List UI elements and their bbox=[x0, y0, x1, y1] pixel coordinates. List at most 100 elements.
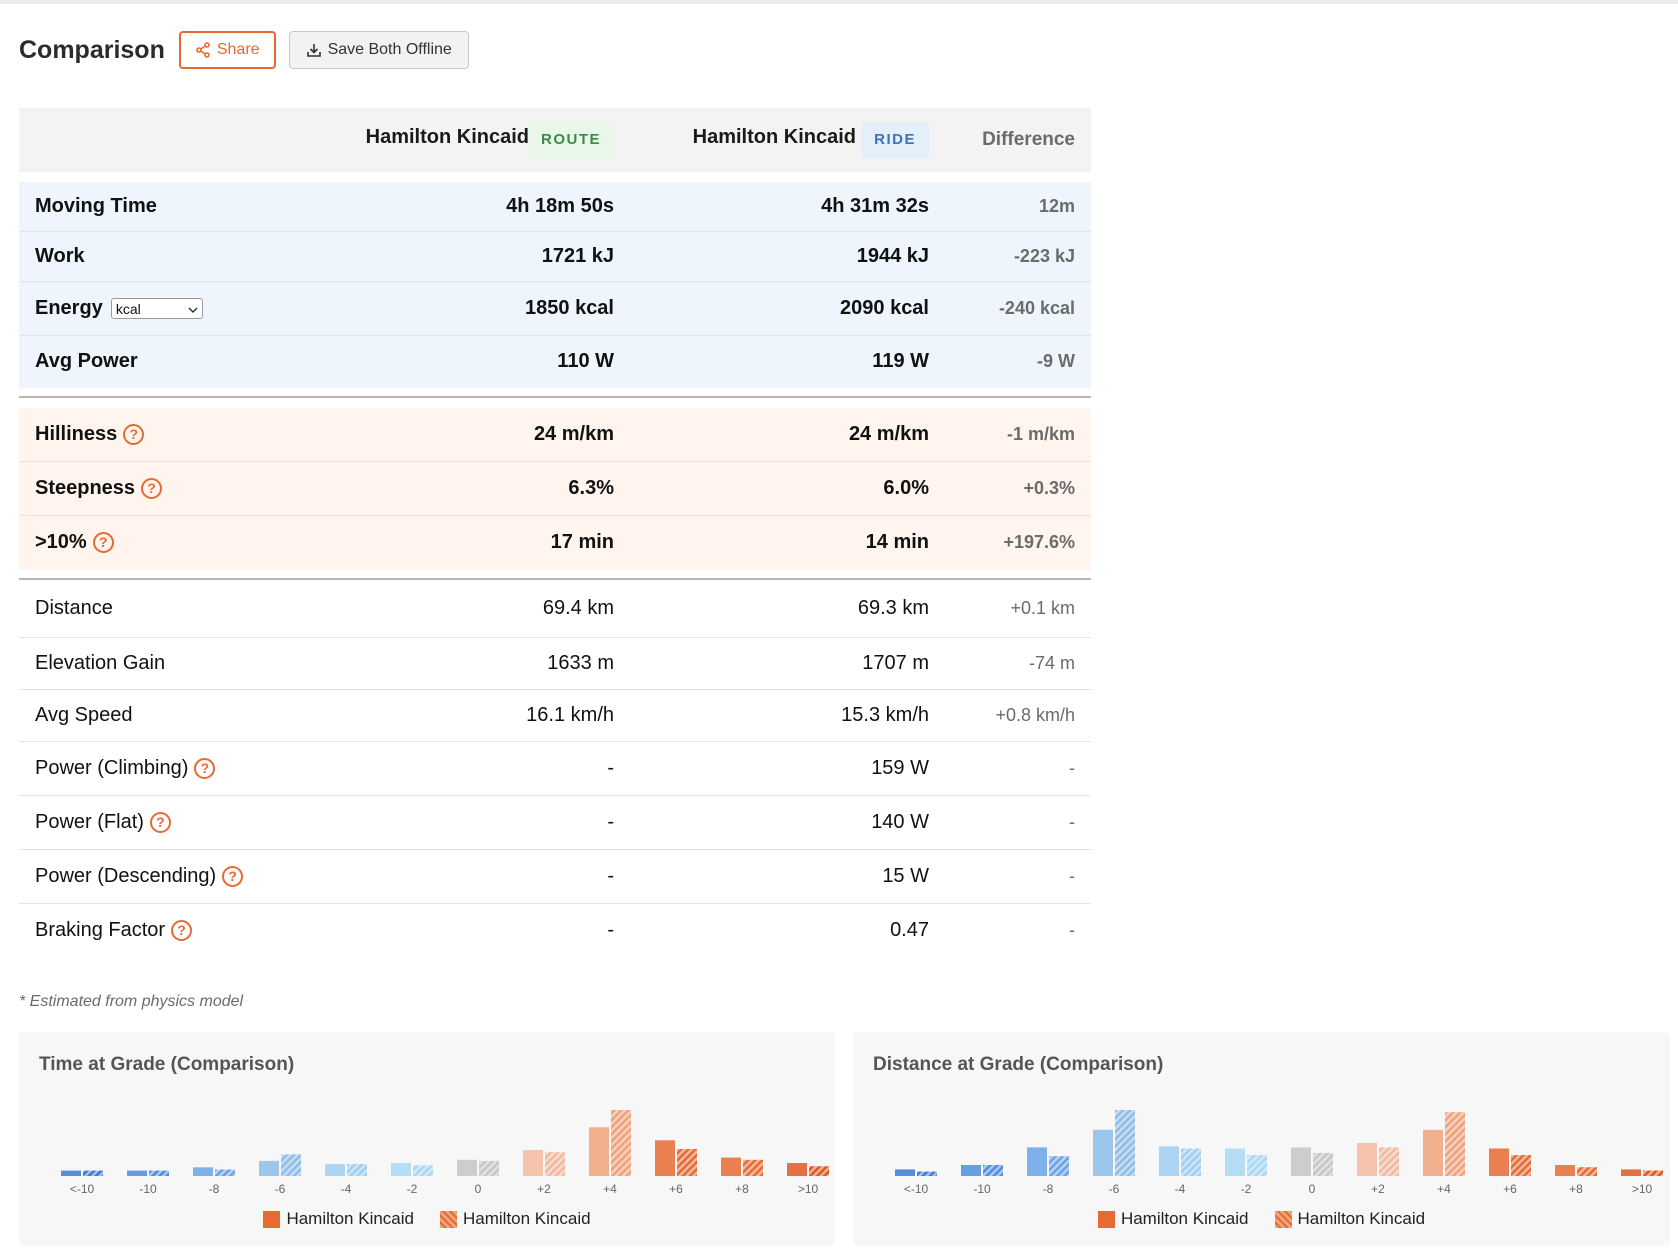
difference-value: -240 kcal bbox=[998, 298, 1075, 318]
help-icon[interactable]: ? bbox=[123, 424, 145, 445]
bar-ride-9[interactable] bbox=[1511, 1155, 1531, 1176]
bar-route-9[interactable] bbox=[1489, 1148, 1509, 1177]
route-value: 17 min bbox=[550, 531, 614, 553]
row-label: >10% bbox=[35, 531, 87, 553]
bar-ride-3[interactable] bbox=[1115, 1110, 1135, 1176]
bar-route-3[interactable] bbox=[259, 1160, 279, 1176]
tick-label: -2 bbox=[407, 1182, 418, 1196]
bar-ride-4[interactable] bbox=[1181, 1148, 1201, 1177]
bar-ride-6[interactable] bbox=[1313, 1152, 1333, 1176]
bar-route-8[interactable] bbox=[1423, 1129, 1443, 1176]
bar-ride-7[interactable] bbox=[545, 1152, 565, 1176]
help-icon[interactable]: ? bbox=[171, 920, 193, 941]
bar-route-10[interactable] bbox=[1555, 1165, 1575, 1176]
legend-item-route[interactable]: Hamilton Kincaid bbox=[1097, 1209, 1249, 1229]
bar-route-10[interactable] bbox=[721, 1157, 741, 1176]
energy-unit-value: kcal bbox=[115, 300, 141, 317]
difference-header: Difference bbox=[982, 129, 1075, 150]
bar-ride-2[interactable] bbox=[1049, 1156, 1069, 1176]
bar-route-4[interactable] bbox=[1159, 1146, 1179, 1176]
bar-ride-4[interactable] bbox=[347, 1164, 367, 1176]
bar-ride-9[interactable] bbox=[677, 1148, 697, 1176]
help-icon[interactable]: ? bbox=[194, 758, 216, 779]
effort-group: Moving Time 4h 18m 50s 4h 31m 32s 12m Work 17… bbox=[19, 182, 1091, 388]
bar-ride-5[interactable] bbox=[1247, 1155, 1267, 1176]
chevron-down-icon bbox=[188, 301, 198, 317]
bar-route-3[interactable] bbox=[1093, 1129, 1113, 1176]
bar-ride-0[interactable] bbox=[917, 1171, 937, 1176]
bar-route-1[interactable] bbox=[961, 1165, 981, 1176]
bar-ride-7[interactable] bbox=[1379, 1147, 1399, 1176]
row-label: Distance bbox=[35, 597, 113, 619]
bar-route-0[interactable] bbox=[61, 1170, 81, 1176]
bar-route-7[interactable] bbox=[1357, 1143, 1377, 1176]
bar-route-6[interactable] bbox=[1291, 1147, 1311, 1176]
ride-value: 69.3 km bbox=[857, 597, 929, 619]
row-label: Avg Speed bbox=[35, 704, 133, 726]
save-offline-button[interactable]: Save Both Offline bbox=[288, 31, 469, 69]
bar-ride-3[interactable] bbox=[281, 1154, 301, 1176]
table-row-energy: Energy kcal 1850 kcal 2090 kcal -240 kcal bbox=[19, 282, 1091, 336]
bar-ride-10[interactable] bbox=[743, 1159, 763, 1176]
bar-ride-8[interactable] bbox=[1445, 1112, 1465, 1176]
bar-ride-8[interactable] bbox=[611, 1110, 631, 1176]
ride-value: 15.3 km/h bbox=[841, 704, 929, 726]
bar-route-6[interactable] bbox=[457, 1159, 477, 1176]
ride-value: 0.47 bbox=[890, 919, 929, 941]
row-label: Power (Descending) bbox=[35, 865, 217, 887]
share-icon bbox=[195, 42, 211, 58]
row-label-cell: Elevation Gain bbox=[35, 652, 165, 675]
ride-badge: RIDE bbox=[861, 122, 929, 158]
distance-at-grade-panel: Distance at Grade (Comparison) <-10 -10 -8… bbox=[853, 1032, 1670, 1246]
bar-route-5[interactable] bbox=[391, 1163, 411, 1176]
bar-ride-10[interactable] bbox=[1577, 1167, 1597, 1176]
bar-route-4[interactable] bbox=[325, 1164, 345, 1176]
help-icon[interactable]: ? bbox=[222, 866, 244, 887]
legend-item-ride[interactable]: Hamilton Kincaid bbox=[1274, 1209, 1425, 1229]
tick-label: -6 bbox=[1109, 1182, 1120, 1196]
ride-value: 159 W bbox=[871, 757, 929, 779]
difference-value: - bbox=[1069, 758, 1075, 778]
bar-route-7[interactable] bbox=[523, 1150, 543, 1176]
bar-ride-2[interactable] bbox=[215, 1169, 235, 1176]
route-value: 110 W bbox=[557, 350, 614, 372]
chart-legend: Hamilton Kincaid Hamilton Kincaid bbox=[853, 1209, 1670, 1229]
bar-route-2[interactable] bbox=[193, 1167, 213, 1176]
energy-unit-select[interactable]: kcal bbox=[110, 298, 203, 319]
help-icon[interactable]: ? bbox=[92, 532, 114, 553]
row-label-cell: Braking Factor? bbox=[35, 919, 193, 942]
tick-label: +4 bbox=[1437, 1182, 1451, 1196]
bar-ride-1[interactable] bbox=[149, 1170, 169, 1176]
bar-ride-6[interactable] bbox=[479, 1160, 499, 1176]
tick-label: >10 bbox=[1632, 1182, 1653, 1196]
bar-ride-5[interactable] bbox=[413, 1165, 433, 1176]
bar-route-11[interactable] bbox=[787, 1163, 807, 1176]
tick-label: <-10 bbox=[70, 1182, 95, 1196]
page-title: Comparison bbox=[19, 35, 165, 64]
bar-ride-0[interactable] bbox=[83, 1170, 103, 1176]
bar-ride-11[interactable] bbox=[809, 1166, 829, 1176]
legend-item-route[interactable]: Hamilton Kincaid bbox=[263, 1209, 414, 1229]
bar-route-2[interactable] bbox=[1027, 1147, 1047, 1176]
bar-ride-11[interactable] bbox=[1643, 1170, 1663, 1177]
help-icon[interactable]: ? bbox=[141, 478, 163, 499]
share-button[interactable]: Share bbox=[178, 31, 276, 69]
legend-item-ride[interactable]: Hamilton Kincaid bbox=[440, 1209, 591, 1229]
chart-title: Time at Grade (Comparison) bbox=[39, 1054, 295, 1075]
bar-ride-1[interactable] bbox=[983, 1165, 1003, 1176]
row-label-cell: Power (Climbing)? bbox=[35, 757, 216, 780]
difference-value: -9 W bbox=[1037, 351, 1075, 371]
bar-route-8[interactable] bbox=[589, 1127, 609, 1176]
table-row-work: Work 1721 kJ 1944 kJ -223 kJ bbox=[19, 232, 1091, 282]
bar-route-11[interactable] bbox=[1621, 1169, 1641, 1176]
column-route-name: Hamilton Kincaid bbox=[365, 126, 529, 148]
tick-label: 0 bbox=[475, 1182, 482, 1196]
bar-route-0[interactable] bbox=[895, 1169, 915, 1176]
bar-route-5[interactable] bbox=[1225, 1148, 1245, 1177]
help-icon[interactable]: ? bbox=[149, 812, 171, 833]
save-offline-button-label: Save Both Offline bbox=[327, 41, 452, 58]
bar-route-1[interactable] bbox=[127, 1170, 147, 1176]
ride-value: 1707 m bbox=[862, 652, 929, 674]
ride-value: 119 W bbox=[872, 350, 929, 372]
bar-route-9[interactable] bbox=[655, 1140, 675, 1176]
